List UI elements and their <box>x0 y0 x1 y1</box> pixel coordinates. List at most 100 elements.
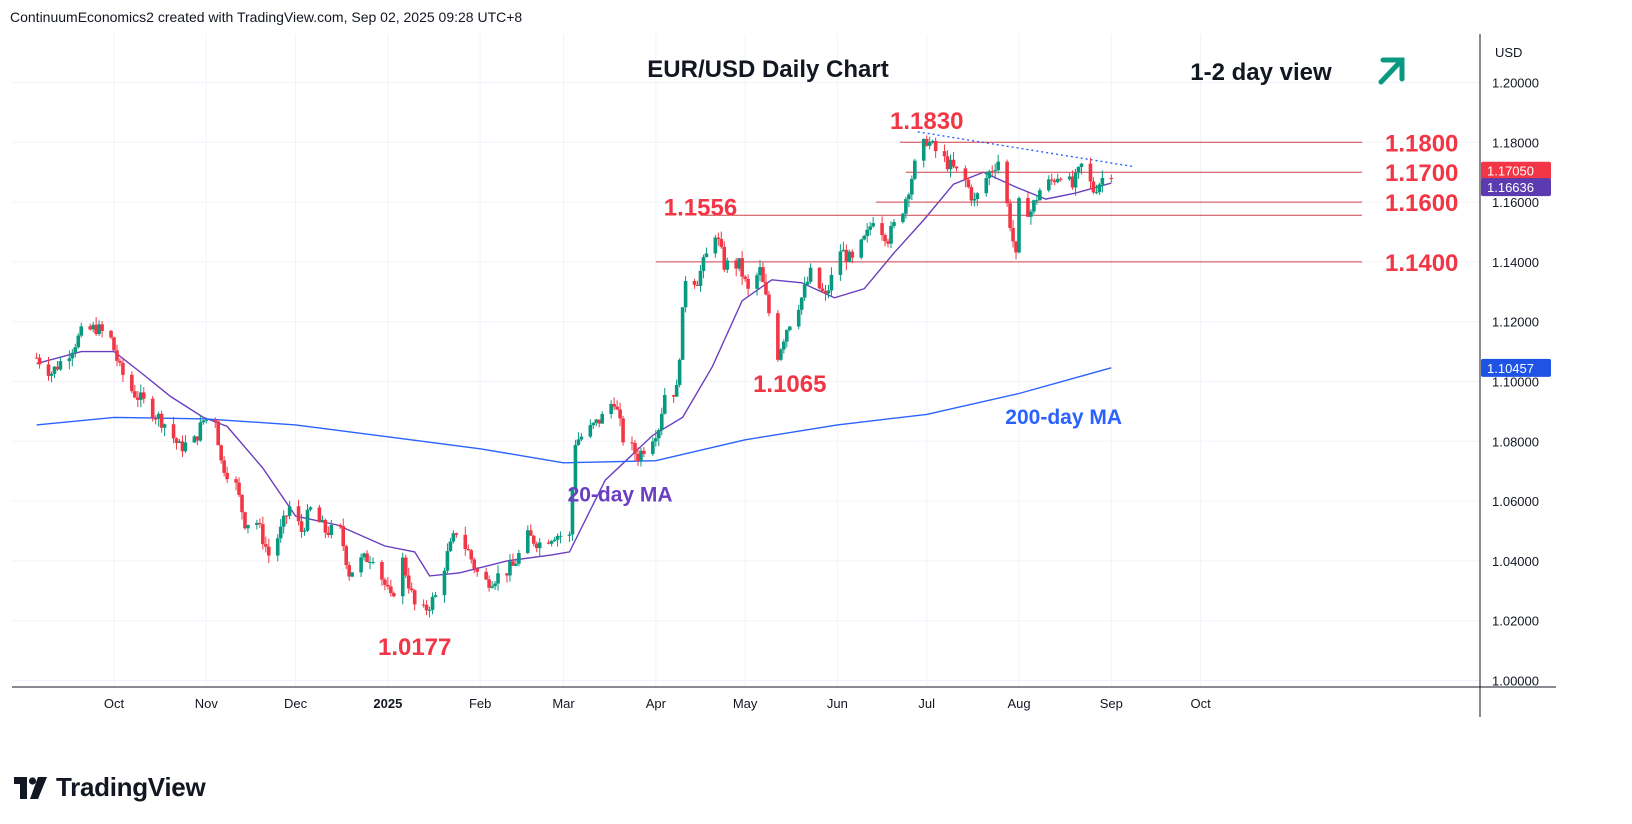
candle-body <box>371 561 375 563</box>
candle-body <box>963 168 968 180</box>
candle-body <box>329 524 334 535</box>
candle-body <box>921 138 926 161</box>
time-tick-label: Aug <box>1007 696 1030 711</box>
candle-body <box>567 534 572 536</box>
price-tick-label: 1.10000 <box>1492 375 1539 390</box>
candle-body <box>615 406 619 410</box>
candle-body <box>1097 184 1102 193</box>
candle-body <box>427 609 432 611</box>
candle-body <box>570 489 575 535</box>
candle-body <box>662 395 667 414</box>
candle-body <box>698 270 703 286</box>
time-tick-label: Oct <box>104 696 125 711</box>
candle-body <box>555 535 560 540</box>
candle-body <box>267 546 271 556</box>
candle-body <box>1029 211 1033 217</box>
candle-body <box>118 360 122 363</box>
candle-body <box>1014 241 1018 253</box>
time-tick-label: Dec <box>284 696 308 711</box>
candle-body <box>136 397 140 400</box>
candle-body <box>469 550 474 560</box>
candle-body <box>597 419 602 424</box>
level-label: 1.1700 <box>1385 160 1458 187</box>
candle-body <box>406 575 411 589</box>
candle-body <box>296 506 301 522</box>
candle-body <box>46 364 51 376</box>
candle-body <box>910 178 914 195</box>
price-annotation: 1.1556 <box>664 195 737 222</box>
candle-body <box>1052 180 1057 183</box>
candle-body <box>907 194 911 200</box>
candle-body <box>171 424 176 439</box>
candle-body <box>1058 178 1063 180</box>
candle-body <box>933 140 938 152</box>
candle-body <box>776 313 780 360</box>
candle-body <box>421 604 426 606</box>
price-tick-label: 1.04000 <box>1492 554 1539 569</box>
candle-body <box>174 438 179 443</box>
candle-body <box>701 257 706 271</box>
candle-body <box>278 526 283 539</box>
ma20-label: 20-day MA <box>568 484 673 507</box>
candle-body <box>579 436 584 440</box>
candle-body <box>805 281 810 285</box>
candle-body <box>219 445 223 461</box>
candle-body <box>94 324 98 334</box>
price-tick-label: 1.08000 <box>1492 434 1539 449</box>
candle-body <box>782 341 786 350</box>
candle-body <box>651 441 655 454</box>
candle-body <box>115 350 119 361</box>
candle-body <box>323 519 328 533</box>
candle-body <box>785 330 789 342</box>
axes: USD 1.20000 1.18000 1.16000 1.14000 1.12000 1.… <box>12 34 1556 717</box>
candle-body <box>823 290 828 294</box>
candle-body <box>58 361 63 370</box>
price-annotation: 1.0177 <box>378 634 451 661</box>
candle-body <box>1076 166 1081 173</box>
candle-body <box>222 460 226 473</box>
candle-body <box>472 559 477 569</box>
candle-body <box>505 573 509 576</box>
candle-body <box>392 593 396 597</box>
candle-body <box>618 409 622 419</box>
candle-body <box>1032 200 1036 212</box>
candle-body <box>383 579 387 585</box>
candle-body <box>1094 192 1099 194</box>
candle-body <box>511 561 515 566</box>
price-tag-label: 1.10457 <box>1487 361 1534 376</box>
candle-body <box>180 441 185 452</box>
candle-body <box>73 347 78 353</box>
candle-body <box>150 398 155 419</box>
arrow-shaft <box>1378 60 1402 85</box>
candle-body <box>70 352 75 359</box>
candle-body <box>386 584 390 587</box>
candle-body <box>531 535 536 544</box>
candle-body <box>37 357 42 365</box>
candle-body <box>588 425 593 437</box>
candle-body <box>526 530 530 553</box>
candle-body <box>1109 177 1114 179</box>
candle-body <box>591 422 596 426</box>
tradingview-logo[interactable]: TradingView <box>14 772 206 803</box>
candle-body <box>880 223 884 236</box>
candle-body <box>1079 163 1084 167</box>
candle-body <box>400 557 405 597</box>
price-tick-label: 1.02000 <box>1492 614 1539 629</box>
candle-body <box>162 424 167 428</box>
candle-body <box>889 226 893 244</box>
candle-body <box>904 199 908 214</box>
candle-body <box>100 324 104 331</box>
candle-body <box>954 166 959 169</box>
candle-body <box>990 171 995 173</box>
candle-body <box>924 138 929 146</box>
candle-body <box>945 156 950 170</box>
price-tick-label: 1.20000 <box>1492 76 1539 91</box>
candle-body <box>153 418 158 420</box>
candle-body <box>359 557 363 573</box>
candle-body <box>594 419 599 423</box>
candle-body <box>192 436 197 443</box>
candle-body <box>600 414 605 424</box>
candle-body <box>445 551 450 571</box>
candle-body <box>573 444 578 490</box>
